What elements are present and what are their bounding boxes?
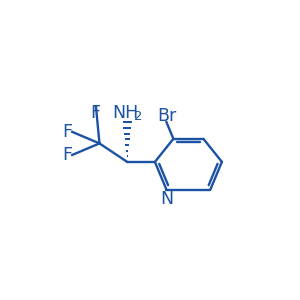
Text: F: F <box>62 146 72 164</box>
Text: F: F <box>90 104 100 122</box>
Text: N: N <box>160 190 173 208</box>
Text: Br: Br <box>157 107 176 125</box>
Text: NH: NH <box>112 104 139 122</box>
Text: 2: 2 <box>134 110 142 123</box>
Text: F: F <box>62 123 72 141</box>
